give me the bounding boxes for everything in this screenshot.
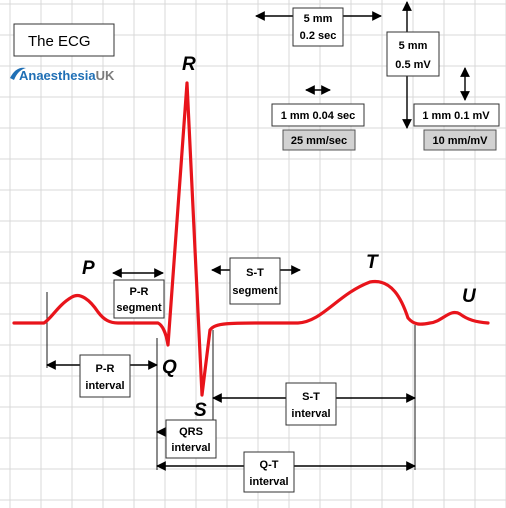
qt-interval-line2: interval bbox=[249, 476, 288, 488]
wave-s-label: S bbox=[194, 400, 207, 421]
brand-suffix: UK bbox=[96, 68, 115, 83]
wave-u-label: U bbox=[462, 286, 477, 307]
st-interval-line2: interval bbox=[291, 408, 330, 420]
qrs-interval-line2: interval bbox=[171, 442, 210, 454]
gain-label: 10 mm/mV bbox=[432, 135, 488, 147]
title-frame bbox=[13, 23, 115, 57]
wave-r-label: R bbox=[182, 54, 196, 75]
st-segment-line2: segment bbox=[232, 285, 278, 297]
st-interval: S-T interval bbox=[212, 382, 416, 426]
st-segment: S-T segment bbox=[211, 257, 301, 305]
qrs-interval-line1: QRS bbox=[179, 426, 203, 438]
volt-scale-large: 5 mm 0.5 mV bbox=[386, 1, 440, 129]
time-large-line2: 0.2 sec bbox=[300, 30, 337, 42]
pr-segment-line2: segment bbox=[116, 302, 162, 314]
pr-interval-line1: P-R bbox=[96, 363, 115, 375]
pr-segment-line1: P-R bbox=[130, 286, 149, 298]
volt-large-line1: 5 mm bbox=[399, 40, 428, 52]
ecg-trace bbox=[12, 81, 490, 397]
figure-title: The ECG bbox=[28, 33, 91, 50]
pr-interval: P-R interval bbox=[46, 354, 158, 398]
volt-large-line2: 0.5 mV bbox=[395, 59, 431, 71]
time-large-line1: 5 mm bbox=[304, 13, 333, 25]
wave-p-label: P bbox=[82, 258, 95, 279]
qt-interval: Q-T interval bbox=[156, 451, 416, 493]
title-box: The ECG bbox=[13, 23, 115, 57]
pr-segment: P-R segment bbox=[112, 268, 165, 319]
wave-q-label: Q bbox=[162, 357, 177, 378]
st-segment-line1: S-T bbox=[246, 267, 264, 279]
time-scale-large: 5 mm 0.2 sec bbox=[255, 7, 382, 47]
st-interval-line1: S-T bbox=[302, 391, 320, 403]
qrs-interval: QRS interval bbox=[156, 419, 217, 459]
wave-t-label: T bbox=[366, 252, 379, 273]
time-scale-small: 1 mm 0.04 sec 25 mm/sec bbox=[271, 85, 365, 151]
qt-interval-line1: Q-T bbox=[260, 459, 279, 471]
brand-prefix: Anaesthesia bbox=[19, 68, 96, 83]
svg-text:AnaesthesiaUK: AnaesthesiaUK bbox=[19, 68, 115, 83]
brand-logo: AnaesthesiaUK bbox=[10, 67, 115, 83]
volt-scale-small: 1 mm 0.1 mV 10 mm/mV bbox=[413, 67, 500, 151]
time-small-label: 1 mm 0.04 sec bbox=[281, 110, 356, 122]
swoosh-icon bbox=[10, 67, 26, 80]
pr-interval-line2: interval bbox=[85, 380, 124, 392]
volt-small-label: 1 mm 0.1 mV bbox=[422, 110, 490, 122]
paper-speed-label: 25 mm/sec bbox=[291, 135, 347, 147]
